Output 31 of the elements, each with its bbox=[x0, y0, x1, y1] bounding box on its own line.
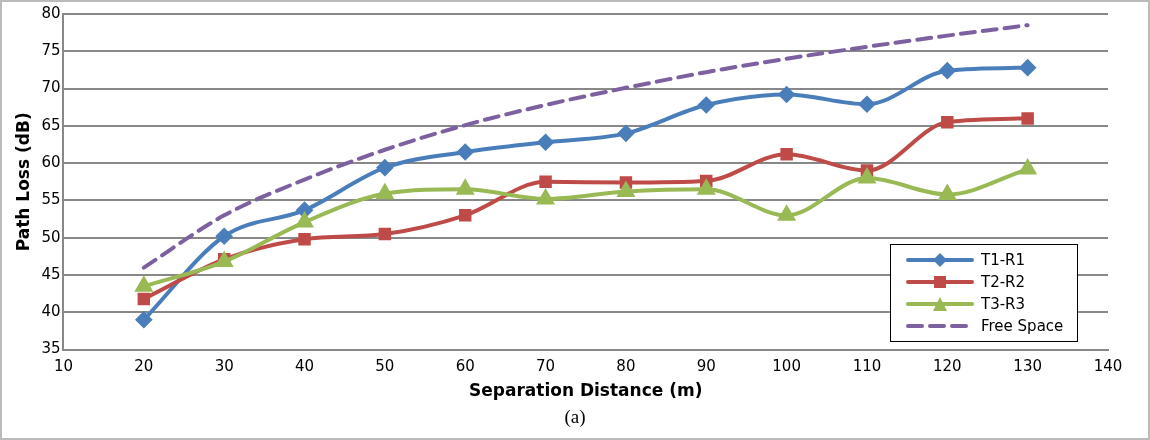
y-tick-label: 75 bbox=[41, 41, 61, 60]
x-tick-label: 60 bbox=[455, 357, 475, 376]
x-tick-label: 10 bbox=[53, 357, 74, 376]
x-tick-label: 70 bbox=[536, 357, 556, 376]
y-tick-label: 45 bbox=[41, 264, 61, 283]
x-tick-label: 110 bbox=[852, 357, 882, 376]
x-axis-title: Separation Distance (m) bbox=[469, 380, 703, 401]
text: (a) bbox=[563, 406, 587, 428]
x-tick-label: 40 bbox=[294, 357, 315, 376]
legend-label: Free Space bbox=[981, 316, 1064, 335]
x-tick-label: 120 bbox=[932, 357, 962, 376]
x-tick-label: 80 bbox=[616, 357, 636, 376]
x-tick-label: 130 bbox=[1013, 357, 1042, 376]
x-tick-label: 90 bbox=[696, 357, 716, 376]
y-tick-label: 55 bbox=[41, 190, 61, 209]
y-tick-label: 35 bbox=[41, 339, 61, 358]
legend-label: T3-R3 bbox=[981, 294, 1026, 313]
y-tick-label: 70 bbox=[41, 78, 61, 97]
legend-label: T2-R2 bbox=[981, 272, 1026, 291]
y-tick-label: 65 bbox=[41, 115, 61, 134]
y-axis-title: Path Loss (dB) bbox=[12, 112, 33, 252]
y-tick-label: 50 bbox=[41, 227, 61, 246]
legend-label: T1-R1 bbox=[981, 250, 1026, 269]
x-tick-label: 100 bbox=[772, 357, 801, 376]
x-tick-label: 50 bbox=[375, 357, 395, 376]
x-tick-label: 30 bbox=[214, 357, 234, 376]
x-tick-label: 20 bbox=[134, 357, 154, 376]
y-tick-label: 40 bbox=[41, 302, 61, 321]
y-tick-label: 60 bbox=[41, 153, 61, 172]
y-tick-label: 80 bbox=[41, 3, 61, 22]
x-tick-label: 140 bbox=[1093, 357, 1123, 376]
